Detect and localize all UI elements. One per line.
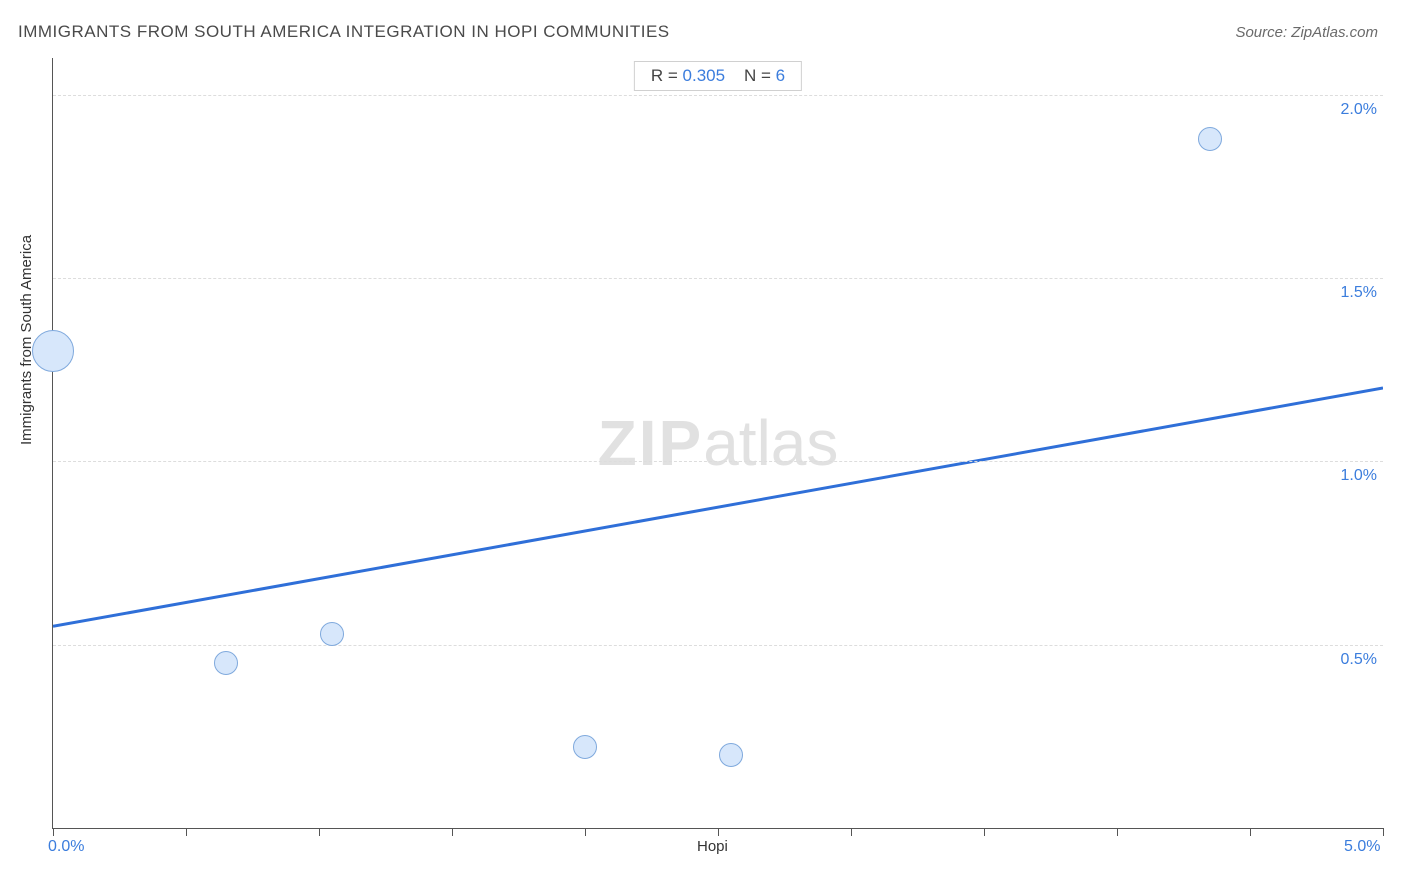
data-point [214,651,238,675]
data-point [719,743,743,767]
x-tick [851,828,852,836]
r-label: R = [651,66,678,85]
gridline-h [53,95,1383,96]
n-label: N = [744,66,771,85]
y-axis-label: Immigrants from South America [18,235,35,445]
data-point [320,622,344,646]
x-tick [1383,828,1384,836]
trend-line [53,58,1383,828]
x-tick [186,828,187,836]
watermark-bold: ZIP [598,407,704,479]
x-tick [452,828,453,836]
data-point [32,330,74,372]
source-attribution: Source: ZipAtlas.com [1235,24,1378,41]
x-tick [585,828,586,836]
y-tick-label: 1.5% [1341,284,1377,302]
x-tick [319,828,320,836]
x-tick [1250,828,1251,836]
chart-title: IMMIGRANTS FROM SOUTH AMERICA INTEGRATIO… [18,22,670,42]
y-tick-label: 0.5% [1341,651,1377,669]
data-point [1198,127,1222,151]
gridline-h [53,278,1383,279]
x-tick [718,828,719,836]
x-tick-label-end: 5.0% [1344,838,1380,856]
stats-legend: R = 0.305 N = 6 [634,61,802,91]
x-tick-label-start: 0.0% [48,838,84,856]
y-tick-label: 1.0% [1341,467,1377,485]
y-tick-label: 2.0% [1341,101,1377,119]
gridline-h [53,645,1383,646]
n-value: 6 [776,66,785,85]
data-point [573,735,597,759]
watermark: ZIPatlas [598,406,839,480]
plot-area: R = 0.305 N = 6 ZIPatlas 0.5% 1.0% 1.5% 2.0… [52,58,1383,829]
r-value: 0.305 [683,66,726,85]
x-tick [1117,828,1118,836]
watermark-light: atlas [703,407,838,479]
x-tick [53,828,54,836]
x-axis-label: Hopi [697,838,728,855]
x-tick [984,828,985,836]
gridline-h [53,461,1383,462]
